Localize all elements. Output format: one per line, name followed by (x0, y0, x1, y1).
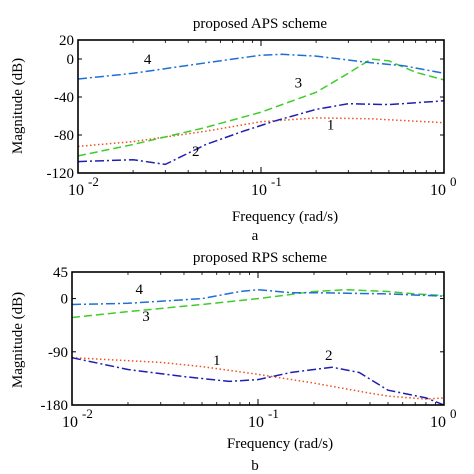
panel-a-xtick-labels: 10 -2 10 -1 10 0 (68, 174, 457, 199)
panel-b-series-labels: 1 2 3 4 (136, 282, 333, 369)
panel-a-series-4-line (78, 53, 444, 80)
panel-b-series-4-line (72, 288, 444, 306)
panel-a-series-2-line (78, 100, 444, 166)
panel-b-ylabel-group: Magnitude (dB) (10, 292, 26, 388)
panel-b-series-3-line (72, 288, 444, 319)
panel-b-ytick-label: 0 (61, 292, 69, 308)
panel-b-series-1-line (72, 356, 444, 400)
panel-a-ytick-label: -40 (54, 90, 74, 106)
panel-a-xtick-exponent: -2 (88, 174, 99, 189)
panel-b-frame (71, 271, 445, 406)
panel-a-ytick-label: -120 (47, 166, 75, 182)
panel-b-series-2-line (72, 356, 444, 405)
panel-b-title: proposed RPS scheme (193, 250, 328, 266)
panel-b-series-2-label: 2 (325, 348, 333, 364)
panel-b-ylabel: Magnitude (dB) (10, 292, 26, 388)
panel-b-xtick-label: 10 (248, 414, 264, 431)
panel-b-ytick-label: -90 (48, 345, 68, 361)
panel-a-ylabel-group: Magnitude (dB) (10, 58, 26, 154)
panel-a-ytick-labels: 20 0 -40 -80 -120 (47, 33, 75, 182)
panel-b-ytick-label: -180 (41, 398, 69, 414)
panel-a-xtick-label: 10 (430, 182, 446, 199)
panel-b-series (72, 288, 444, 405)
panel-b-ytick-labels: 45 0 -90 -180 (41, 265, 69, 414)
panel-a-series-labels: 1 2 3 4 (144, 52, 334, 160)
panel-a-series-3-line (78, 58, 444, 157)
panel-a-title: proposed APS scheme (193, 16, 328, 32)
panel-a-xtick-label: 10 (251, 182, 267, 199)
panel-a-series-1-line (78, 117, 444, 148)
panel-a-ytick-label: 0 (67, 52, 75, 68)
panel-a-ytick-label: -80 (54, 128, 74, 144)
panel-a-ylabel: Magnitude (dB) (10, 58, 26, 154)
panel-b-xtick-labels: 10 -2 10 -1 10 0 (62, 406, 457, 431)
panel-a-series-1-label: 1 (327, 117, 335, 133)
panel-a-series-3-label: 3 (295, 76, 303, 92)
panel-b-xlabel: Frequency (rad/s) (227, 436, 333, 452)
panel-a: proposed APS scheme Magnitude (dB) 1234 … (10, 16, 457, 244)
panel-b-ytick-label: 45 (53, 265, 68, 281)
panel-b-xtick-label: 10 (430, 414, 446, 431)
panel-b-caption: b (251, 458, 259, 474)
panel-a-caption: a (252, 228, 259, 244)
panel-a-ytick-label: 20 (59, 33, 74, 49)
panel-a-xtick-exponent: -1 (271, 174, 282, 189)
panel-b-xtick-exponent: -2 (82, 406, 93, 421)
panel-a-series-4-label: 4 (144, 52, 152, 68)
panel-b-xtick-exponent: -1 (268, 406, 279, 421)
panel-b-xtick-exponent: 0 (450, 406, 457, 421)
panel-a-xlabel: Frequency (rad/s) (232, 209, 338, 225)
panel-b-xtick-label: 10 (62, 414, 78, 431)
panel-a-series-2-label: 2 (192, 144, 200, 160)
panel-b-series-4-label: 4 (136, 282, 144, 298)
panel-a-frame (77, 39, 445, 174)
panel-a-xtick-label: 10 (68, 182, 84, 199)
panel-b-series-1-label: 1 (213, 353, 221, 369)
panel-b: proposed RPS scheme Magnitude (dB) 1 234 … (10, 250, 457, 474)
panel-a-grid (77, 39, 445, 174)
panel-a-series (78, 53, 444, 166)
panel-a-xtick-exponent: 0 (450, 174, 457, 189)
panel-b-series-3-label: 3 (142, 309, 150, 325)
